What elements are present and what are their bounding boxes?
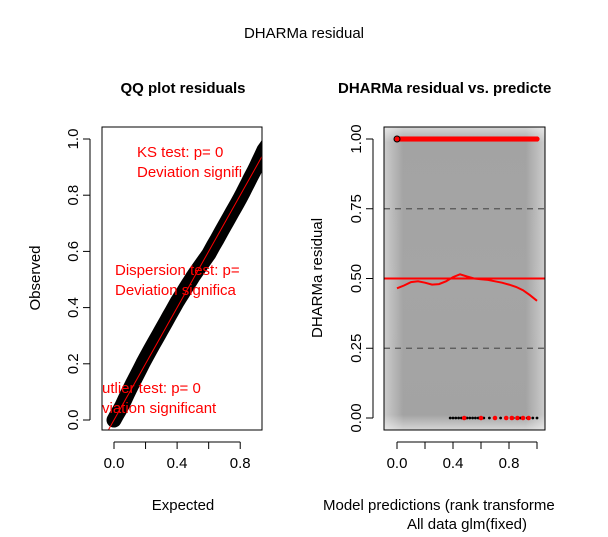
qq-annotation-line: Deviation signifi	[137, 164, 242, 181]
residual-bottom-red-point	[526, 415, 531, 421]
residual-smooth-curve	[396, 273, 538, 302]
qq-plot-title: QQ plot residuals	[120, 80, 245, 97]
residual-bottom-point	[454, 416, 458, 420]
qq-axes: 0.0 0.4 0.8 0.0 0.2 0.4 0.6 0.8 1.0	[65, 126, 263, 472]
qq-y-tick-label: 0.6	[65, 241, 82, 262]
qq-plot-area: KS test: p= 0 Deviation signifi Dispersion…	[102, 139, 262, 430]
residual-x-tick-label: 0.0	[387, 455, 408, 472]
figure-title: DHARMa residual	[244, 25, 364, 42]
qq-xlabel: Expected	[152, 497, 215, 514]
residual-plot-area	[384, 127, 545, 430]
qq-ylabel: Observed	[27, 245, 44, 310]
qq-annotation-line: Deviation significa	[115, 282, 237, 299]
qq-annotation-line: KS test: p= 0	[137, 144, 223, 161]
qq-x-tick-label: 0.0	[104, 455, 125, 472]
residual-bottom-point	[488, 416, 491, 420]
qq-x-tick-label: 0.4	[167, 455, 188, 472]
qq-y-tick-label: 1.0	[65, 129, 82, 150]
qq-plot-panel: QQ plot residuals KS test: p= 0 Deviation…	[27, 80, 263, 514]
residual-ylabel: DHARMa residual	[309, 218, 326, 338]
residual-bottom-point	[457, 416, 460, 420]
residual-bottom-point	[471, 416, 474, 420]
residual-y-tick-label: 0.75	[348, 194, 365, 223]
residual-top-outlier-point	[393, 135, 401, 143]
qq-plot-frame	[101, 126, 263, 431]
qq-y-tick-label: 0.2	[65, 353, 82, 374]
residual-bottom-red-point	[503, 415, 509, 421]
residual-x-tick-label: 0.4	[443, 455, 464, 472]
qq-annotation-line: utlier test: p= 0	[102, 380, 201, 397]
residual-bottom-red-point	[461, 415, 467, 421]
residual-bottom-point	[468, 416, 472, 420]
qq-reference-line	[107, 155, 262, 430]
residual-bottom-point	[535, 416, 539, 420]
residual-top-point	[534, 136, 540, 142]
residual-plot-frame	[383, 126, 546, 431]
residual-bottom-point	[499, 416, 502, 420]
residual-plot-panel: DHARMa residual vs. predicte 0.0 0.4 0.80.…	[309, 80, 555, 533]
residual-y-tick-label: 0.25	[348, 334, 365, 363]
residual-y-tick-label: 0.50	[348, 264, 365, 293]
qq-y-tick-label: 0.4	[65, 297, 82, 318]
qq-annotation-line: viation significant	[102, 400, 217, 417]
qq-y-tick-label: 0.8	[65, 185, 82, 206]
qq-x-tick-label: 0.8	[230, 455, 251, 472]
residual-bottom-point	[474, 416, 477, 420]
qq-annotation-line: Dispersion test: p=	[115, 262, 240, 279]
residual-plot-title: DHARMa residual vs. predicte	[338, 80, 551, 97]
residual-bottom-point	[448, 416, 452, 420]
residual-bottom-red-point	[509, 415, 515, 421]
residual-bottom-point	[451, 416, 455, 420]
residual-bottom-point	[531, 416, 535, 420]
residual-x-tick-label: 0.8	[499, 455, 520, 472]
residual-y-tick-label: 1.00	[348, 124, 365, 153]
residual-bottom-red-point	[478, 415, 484, 421]
residual-xlabel-2: All data glm(fixed)	[407, 516, 527, 533]
residual-bottom-red-point	[492, 415, 498, 421]
qq-clip-group: KS test: p= 0 Deviation signifi Dispersion…	[102, 139, 262, 430]
residual-bottom-red-point	[515, 415, 520, 421]
qq-points-band	[106, 139, 262, 428]
residual-axes: 0.0 0.4 0.8 0.00 0.25 0.50 0.75 1.00	[348, 124, 546, 472]
qq-y-tick-label: 0.0	[65, 410, 82, 431]
residual-bottom-red-point	[520, 415, 526, 421]
residual-xlabel: Model predictions (rank transforme	[323, 497, 555, 514]
residual-y-tick-label: 0.00	[348, 403, 365, 432]
